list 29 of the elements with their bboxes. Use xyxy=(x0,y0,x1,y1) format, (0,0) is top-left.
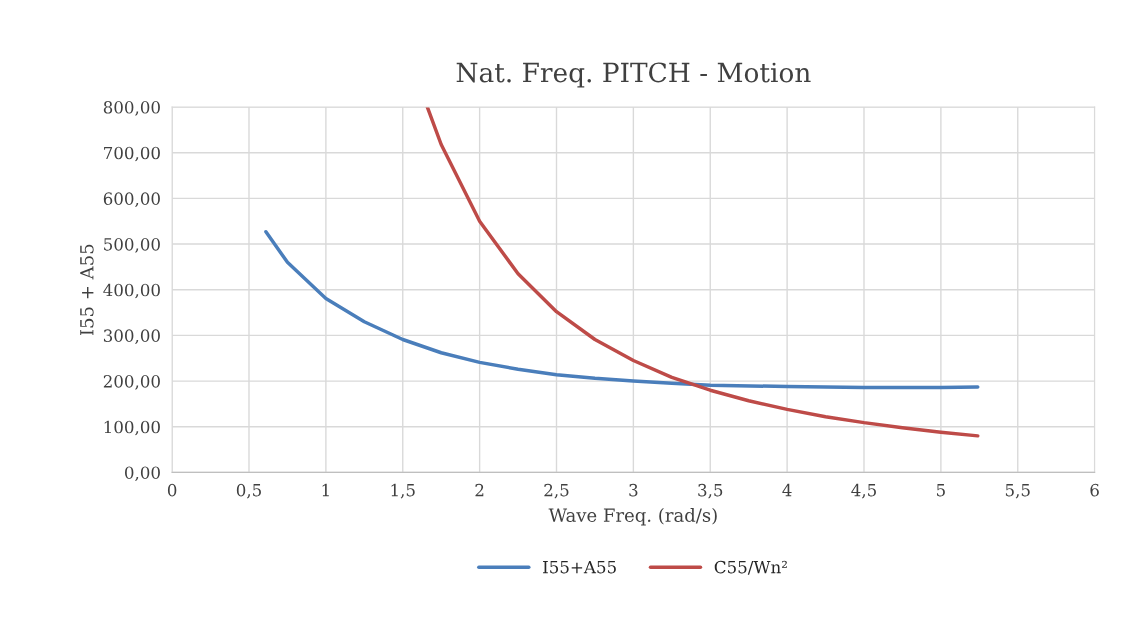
y-tick-label: 700,00 xyxy=(104,146,160,162)
chart-title: Nat. Freq. PITCH - Motion xyxy=(456,62,811,88)
x-tick-label: 3 xyxy=(629,483,638,497)
y-tick-label: 100,00 xyxy=(104,420,160,436)
x-tick-label: 2 xyxy=(475,483,484,497)
y-tick-label: 300,00 xyxy=(103,329,160,345)
y-tick-label: 200,00 xyxy=(103,375,160,390)
x-tick-label: 5,5 xyxy=(1005,484,1030,499)
x-tick-label: 2,5 xyxy=(544,483,569,499)
y-tick-label: 800,00 xyxy=(103,101,160,116)
y-tick-label: 0,00 xyxy=(125,466,160,482)
y-tick-label: 600,00 xyxy=(103,192,160,207)
y-tick-label: 400,00 xyxy=(103,283,160,299)
x-tick-label: 1 xyxy=(322,483,329,497)
x-tick-label: 0 xyxy=(167,483,177,497)
line-series xyxy=(425,107,980,438)
x-tick-label: 6 xyxy=(1090,483,1099,497)
x-tick-label: 0,5 xyxy=(236,483,261,499)
x-tick-label: 1,5 xyxy=(391,483,415,499)
x-tick-label: 4 xyxy=(782,483,792,497)
x-tick-label: 4,5 xyxy=(851,483,876,499)
x-tick-label: 3,5 xyxy=(698,483,723,499)
y-axis-title: I55 + A55 xyxy=(80,244,94,336)
y-tick-label: 500,00 xyxy=(104,238,160,253)
legend-label: I55+A55 xyxy=(543,561,616,574)
x-tick-label: 5 xyxy=(936,484,945,497)
legend-label: C55/Wn² xyxy=(714,560,787,575)
x-axis-title: Wave Freq. (rad/s) xyxy=(548,507,717,526)
line-series xyxy=(264,229,980,390)
